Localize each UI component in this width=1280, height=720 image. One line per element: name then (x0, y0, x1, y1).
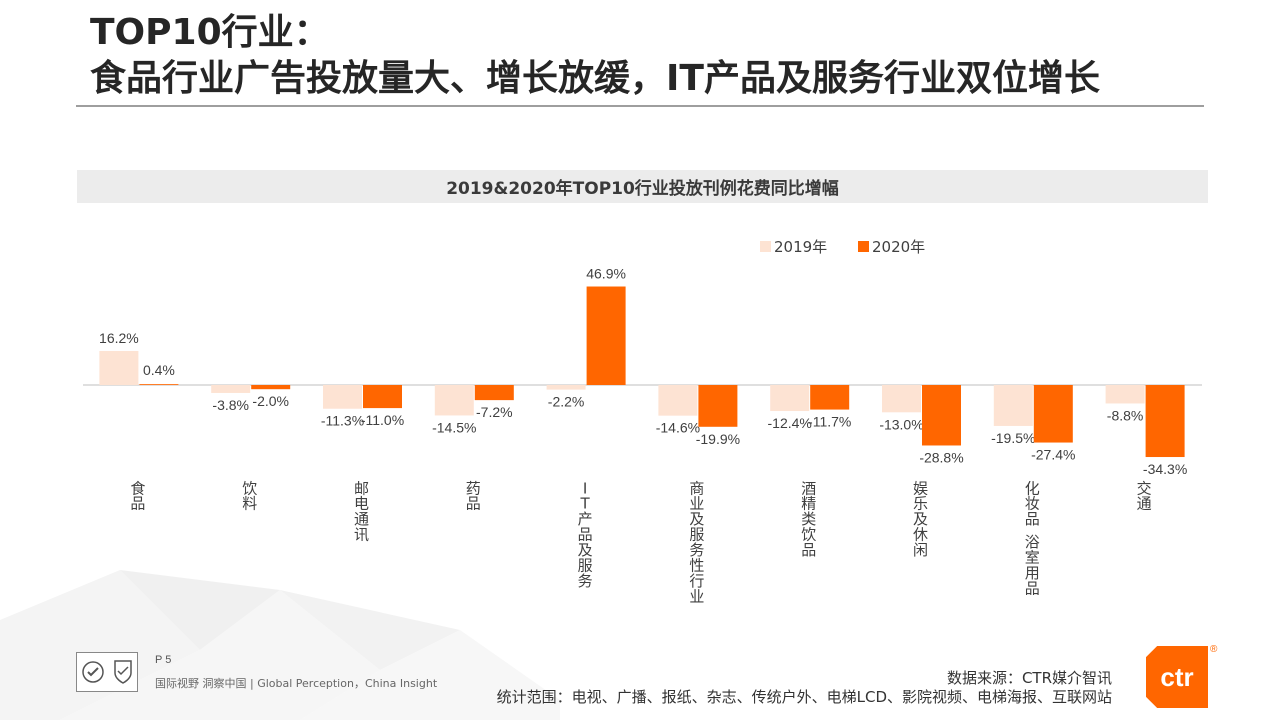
category-label-0: 食品 (130, 479, 145, 512)
data-label-2019-4: -2.2% (548, 394, 585, 410)
page-title-line-1: TOP10行业： (90, 12, 330, 53)
certification-logos (76, 652, 138, 692)
page-number: P 5 (155, 654, 172, 666)
data-label-2020-5: -19.9% (696, 431, 740, 447)
bar-2020-1 (251, 385, 291, 390)
category-label-2: 邮电通讯 (354, 479, 369, 543)
title-divider (76, 105, 1204, 107)
bar-2020-8 (1033, 385, 1073, 443)
data-label-2019-0: 16.2% (99, 330, 139, 346)
bar-2019-1 (211, 385, 251, 393)
background-decoration (0, 570, 560, 720)
data-label-2020-8: -27.4% (1031, 447, 1075, 463)
category-label-4: I T 产品及服务 (578, 479, 593, 590)
bar-2020-7 (922, 385, 961, 446)
bar-2019-8 (993, 385, 1033, 426)
data-label-2020-3: -7.2% (476, 404, 513, 420)
page-title-line-2: 食品行业广告投放量大、增长放缓，IT产品及服务行业双位增长 (90, 58, 1100, 99)
category-label-8: 化妆品 浴室用品 (1025, 479, 1040, 597)
bar-2019-7 (882, 385, 921, 413)
bar-2019-5 (658, 385, 698, 416)
bar-2019-0 (99, 350, 139, 385)
chart-title: 2019&2020年TOP10行业投放刊例花费同比增幅 (446, 179, 839, 199)
data-scope: 统计范围：电视、广播、报纸、杂志、传统户外、电梯LCD、影院视频、电梯海报、互联… (496, 688, 1112, 706)
bar-2020-5 (698, 385, 738, 427)
category-label-9: 交通 (1137, 479, 1152, 512)
ctr-logo-text: ctr (1160, 661, 1194, 692)
data-source: 数据来源：CTR媒介智讯 (946, 669, 1112, 687)
data-label-2020-7: -28.8% (919, 449, 963, 465)
bar-2020-0 (139, 384, 179, 385)
category-label-6: 酒精类饮品 (801, 479, 816, 559)
data-label-2019-3: -14.5% (432, 419, 476, 435)
data-label-2019-7: -13.0% (879, 416, 923, 432)
data-label-2019-5: -14.6% (656, 420, 700, 436)
bar-2020-4 (586, 286, 626, 385)
data-label-2020-0: 0.4% (143, 362, 175, 378)
bar-2019-3 (434, 385, 474, 416)
data-label-2019-1: -3.8% (212, 397, 249, 413)
legend-swatch-2019 (760, 241, 771, 252)
category-label-5: 商业及服务性行业 (689, 479, 704, 605)
ukas-cert-icon (113, 660, 132, 684)
bar-2019-6 (770, 385, 810, 412)
sgs-cert-icon (81, 661, 104, 683)
data-label-2019-6: -12.4% (768, 415, 812, 431)
data-label-2019-8: -19.5% (991, 430, 1035, 446)
chart-title-bar: 2019&2020年TOP10行业投放刊例花费同比增幅 (77, 170, 1208, 203)
legend-label-2020: 2020年 (872, 238, 925, 256)
data-label-2020-6: -11.7% (808, 414, 851, 430)
bar-2020-2 (363, 385, 402, 409)
data-label-2020-9: -34.3% (1143, 461, 1187, 477)
bar-2020-6 (810, 385, 850, 410)
legend-swatch-2020 (858, 241, 869, 252)
category-label-7: 娱乐及休闲 (913, 479, 928, 559)
category-label-1: 饮料 (242, 479, 257, 512)
bar-2019-9 (1105, 385, 1145, 404)
data-label-2019-2: -11.3% (321, 413, 364, 429)
data-label-2020-2: -11.0% (361, 412, 404, 428)
data-label-2020-4: 46.9% (586, 266, 626, 282)
data-label-2020-1: -2.0% (252, 393, 289, 409)
category-label-3: 药品 (466, 479, 481, 512)
registered-mark: ® (1210, 644, 1218, 655)
bar-2019-4 (546, 385, 586, 390)
footer-slogan: 国际视野 洞察中国 | Global Perception，China Insi… (155, 677, 438, 690)
bar-2019-2 (323, 385, 362, 409)
bar-2020-9 (1145, 385, 1185, 458)
legend-label-2019: 2019年 (774, 238, 827, 256)
page-title: TOP10行业： 食品行业广告投放量大、增长放缓，IT产品及服务行业双位增长 (90, 10, 1100, 102)
bar-2020-3 (474, 385, 514, 401)
ctr-logo: ctr (1146, 646, 1208, 708)
data-label-2019-9: -8.8% (1107, 407, 1144, 423)
